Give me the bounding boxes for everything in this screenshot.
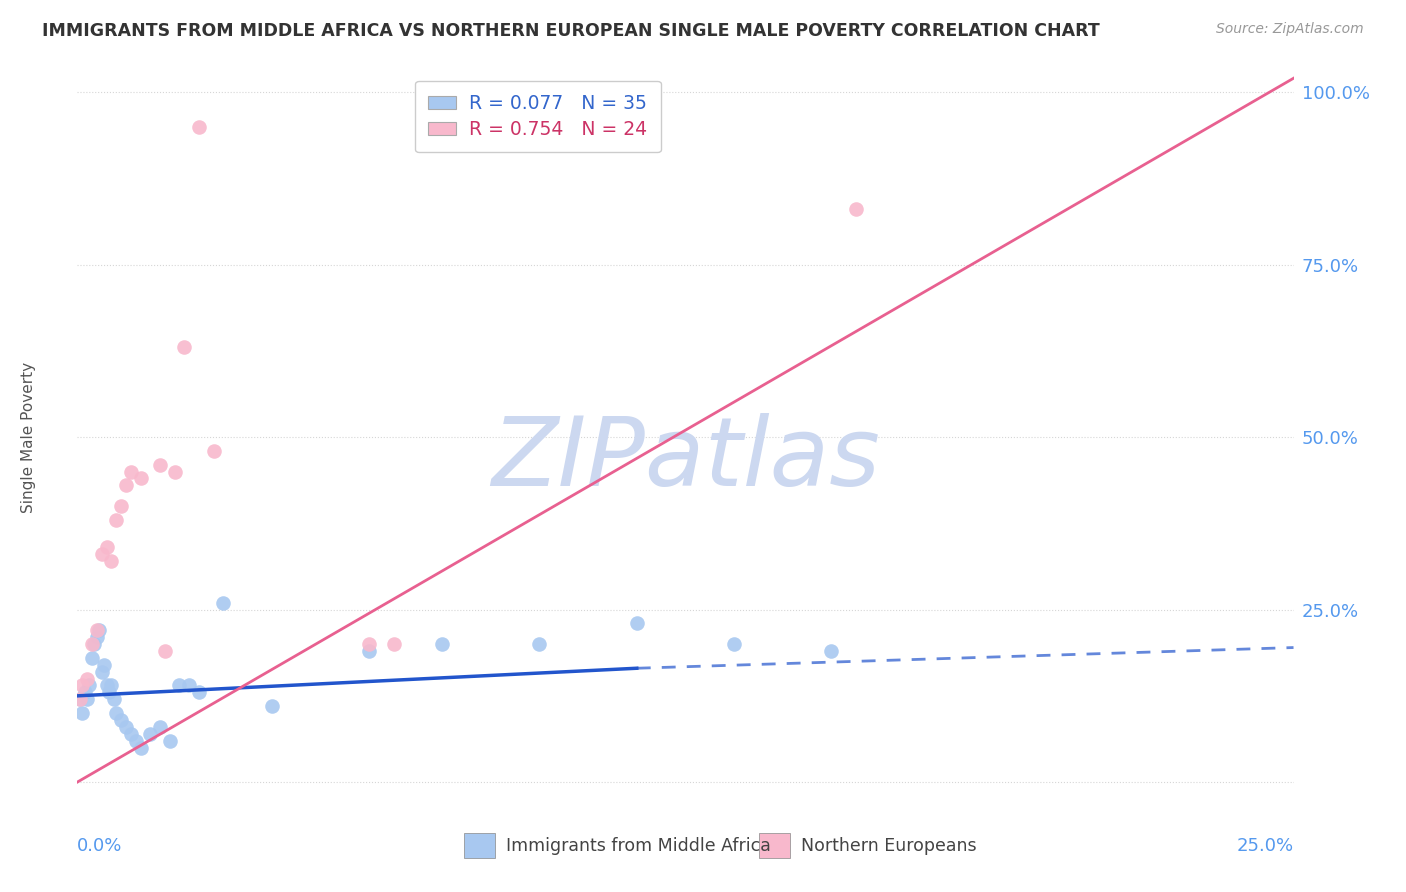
Point — [188, 120, 211, 134]
Point — [86, 630, 108, 644]
Point — [260, 699, 283, 714]
Point — [382, 637, 405, 651]
Point — [159, 733, 181, 747]
Point — [110, 499, 132, 513]
Text: IMMIGRANTS FROM MIDDLE AFRICA VS NORTHERN EUROPEAN SINGLE MALE POVERTY CORRELATI: IMMIGRANTS FROM MIDDLE AFRICA VS NORTHER… — [42, 22, 1099, 40]
Text: Single Male Poverty: Single Male Poverty — [21, 361, 37, 513]
Point — [70, 678, 93, 692]
Text: Source: ZipAtlas.com: Source: ZipAtlas.com — [1216, 22, 1364, 37]
Point — [359, 644, 381, 658]
Point — [69, 692, 91, 706]
Point — [212, 596, 235, 610]
Text: 0.0%: 0.0% — [77, 837, 122, 855]
Point — [120, 465, 142, 479]
Point — [73, 685, 96, 699]
Point — [723, 637, 745, 651]
Point — [79, 678, 101, 692]
Point — [359, 637, 381, 651]
Point — [820, 644, 842, 658]
Point — [103, 692, 125, 706]
Point — [432, 637, 454, 651]
Point — [70, 706, 93, 720]
Point — [83, 637, 105, 651]
Point — [188, 685, 211, 699]
Point — [845, 202, 868, 217]
Text: ZIPatlas: ZIPatlas — [491, 412, 880, 506]
Point — [89, 624, 111, 638]
Point — [169, 678, 191, 692]
Text: Immigrants from Middle Africa: Immigrants from Middle Africa — [506, 837, 770, 855]
Point — [173, 340, 195, 354]
Point — [115, 720, 138, 734]
Point — [97, 685, 120, 699]
Point — [90, 548, 112, 562]
Point — [139, 727, 162, 741]
Point — [163, 465, 186, 479]
Point — [125, 733, 148, 747]
Point — [80, 637, 103, 651]
Point — [129, 471, 152, 485]
Point — [149, 720, 172, 734]
Point — [100, 678, 122, 692]
Point — [179, 678, 201, 692]
Point — [105, 513, 128, 527]
Point — [110, 713, 132, 727]
Point — [529, 637, 551, 651]
Point — [69, 692, 91, 706]
Text: Northern Europeans: Northern Europeans — [801, 837, 977, 855]
Point — [479, 105, 502, 120]
Point — [96, 678, 118, 692]
Point — [76, 672, 98, 686]
Point — [100, 554, 122, 568]
Point — [115, 478, 138, 492]
Point — [105, 706, 128, 720]
Point — [90, 665, 112, 679]
Point — [626, 616, 648, 631]
Legend: R = 0.077   N = 35, R = 0.754   N = 24: R = 0.077 N = 35, R = 0.754 N = 24 — [415, 81, 661, 153]
Point — [80, 651, 103, 665]
Text: 25.0%: 25.0% — [1236, 837, 1294, 855]
Point — [129, 740, 152, 755]
Point — [120, 727, 142, 741]
Point — [456, 120, 478, 134]
Point — [202, 443, 225, 458]
Point — [96, 541, 118, 555]
Point — [149, 458, 172, 472]
Point — [86, 624, 108, 638]
Point — [153, 644, 176, 658]
Point — [76, 692, 98, 706]
Point — [93, 657, 115, 672]
